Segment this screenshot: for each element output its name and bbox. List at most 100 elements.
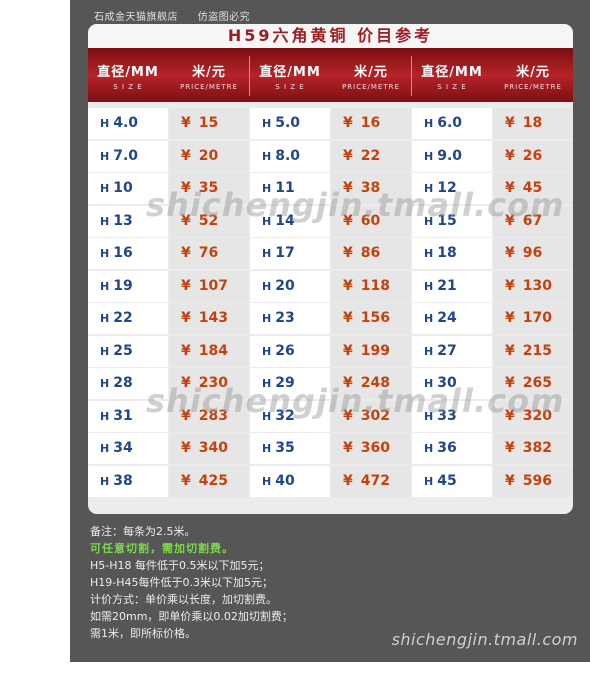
size-value: 26	[275, 342, 295, 359]
note-line: 可任意切割，需加切割费。	[90, 542, 234, 555]
size-prefix: H	[262, 409, 272, 423]
size-header-label: 直径/MM	[97, 65, 159, 80]
currency-symbol: ¥	[343, 147, 353, 164]
size-value: 34	[113, 440, 133, 456]
size-prefix: H	[424, 279, 434, 293]
size-cell: H 32	[250, 400, 330, 432]
size-prefix: H	[100, 312, 110, 325]
size-prefix: H	[424, 377, 434, 390]
note-line: H5-H18 每件低于0.5米以下加5元；	[90, 559, 270, 572]
size-prefix: H	[424, 474, 434, 488]
size-value: 10	[113, 180, 133, 196]
currency-symbol: ¥	[505, 440, 515, 456]
price-cell: ¥382	[493, 433, 573, 464]
price-cell: ¥76	[169, 238, 249, 269]
size-value: 19	[113, 277, 133, 294]
price-table: H 4.0 ¥15 H 5.0 ¥16 H 6.0 ¥18 H 7.0 ¥20 H 8.0 ¥22 H 9.0 ¥…	[88, 108, 573, 498]
currency-symbol: ¥	[505, 147, 515, 164]
price-cell: ¥16	[331, 108, 411, 139]
header-separator	[249, 56, 250, 96]
size-value: 40	[275, 472, 295, 489]
size-cell: H 5.0	[250, 108, 330, 139]
size-header-sub: S I Z E	[437, 83, 467, 91]
size-prefix: H	[100, 442, 110, 455]
currency-symbol: ¥	[505, 180, 515, 196]
currency-symbol: ¥	[343, 342, 353, 359]
size-cell: H 30	[412, 368, 492, 399]
size-header-sub: S I Z E	[275, 83, 305, 91]
price-value: 45	[522, 180, 543, 196]
notes: 备注：每条为2.5米。可任意切割，需加切割费。 H5-H18 每件低于0.5米以下…	[90, 523, 293, 642]
currency-symbol: ¥	[505, 375, 515, 391]
size-prefix: H	[262, 442, 272, 455]
price-cell: ¥230	[169, 368, 249, 399]
currency-symbol: ¥	[343, 375, 353, 391]
size-prefix: H	[100, 247, 110, 260]
size-cell: H 6.0	[412, 108, 492, 139]
price-header-label: 米/元	[192, 65, 226, 80]
size-header-2: 直径/MM S I Z E	[250, 48, 330, 102]
size-prefix: H	[100, 474, 110, 488]
note-line: 备注：每条为2.5米。	[90, 525, 196, 538]
size-header-3: 直径/MM S I Z E	[412, 48, 492, 102]
currency-symbol: ¥	[343, 245, 353, 261]
size-prefix: H	[100, 344, 110, 358]
price-value: 302	[360, 407, 390, 424]
price-value: 16	[360, 115, 381, 131]
price-value: 215	[522, 342, 552, 359]
price-cell: ¥18	[493, 108, 573, 139]
currency-symbol: ¥	[505, 212, 515, 229]
size-cell: H 36	[412, 433, 492, 464]
price-cell: ¥596	[493, 465, 573, 497]
size-prefix: H	[424, 117, 434, 130]
size-cell: H 40	[250, 465, 330, 497]
size-prefix: H	[424, 149, 434, 163]
price-cell: ¥130	[493, 270, 573, 302]
price-cell: ¥360	[331, 433, 411, 464]
size-value: 38	[113, 472, 133, 489]
watermark-bottom: shichengjin.tmall.com	[146, 382, 565, 420]
currency-symbol: ¥	[181, 147, 191, 164]
size-value: 11	[275, 180, 295, 196]
price-value: 20	[198, 147, 219, 164]
anti-copy-warning: 仿盗图必究	[197, 12, 251, 23]
size-prefix: H	[100, 117, 110, 130]
size-prefix: H	[262, 474, 272, 488]
size-prefix: H	[262, 149, 272, 163]
size-prefix: H	[424, 182, 434, 195]
price-header-2: 米/元 PRICE/METRE	[331, 48, 411, 102]
currency-symbol: ¥	[181, 472, 191, 489]
price-cell: ¥425	[169, 465, 249, 497]
table-row: H 4.0 ¥15 H 5.0 ¥16 H 6.0 ¥18	[88, 108, 573, 141]
size-cell: H 25	[88, 335, 168, 367]
price-header-label: 米/元	[516, 65, 550, 80]
size-header-sub: S I Z E	[113, 83, 143, 91]
price-cell: ¥118	[331, 270, 411, 302]
table-header: 直径/MM S I Z E 米/元 PRICE/METRE 直径/MM S I Z E 米/…	[88, 48, 573, 102]
price-panel: 石成金天猫旗舰店 仿盗图必究 H59六角黄铜 价目参考 直径/MM S I Z E…	[70, 0, 590, 662]
page-title: H59六角黄铜 价目参考	[88, 24, 573, 48]
store-name: 石成金天猫旗舰店	[94, 12, 178, 23]
size-value: 14	[275, 212, 295, 229]
price-cell: ¥67	[493, 205, 573, 237]
size-cell: H 4.0	[88, 108, 168, 139]
note-line: 如需20mm，即单价乘以0.02加切割费；	[90, 610, 293, 623]
price-cell: ¥340	[169, 433, 249, 464]
price-cell: ¥215	[493, 335, 573, 367]
price-cell: ¥156	[331, 303, 411, 334]
size-prefix: H	[100, 182, 110, 195]
table-row: H 28 ¥230 H 29 ¥248 H 30 ¥265	[88, 368, 573, 401]
currency-symbol: ¥	[343, 310, 353, 326]
size-cell: H 20	[250, 270, 330, 302]
price-header-sub: PRICE/METRE	[342, 83, 400, 91]
price-cell: ¥320	[493, 400, 573, 432]
size-cell: H 35	[250, 433, 330, 464]
size-prefix: H	[424, 312, 434, 325]
currency-symbol: ¥	[505, 245, 515, 261]
size-value: 4.0	[113, 115, 139, 131]
price-cell: ¥96	[493, 238, 573, 269]
price-value: 156	[360, 310, 390, 326]
table-row: H 10 ¥35 H 11 ¥38 H 12 ¥45	[88, 173, 573, 206]
size-cell: H 15	[412, 205, 492, 237]
size-prefix: H	[424, 409, 434, 423]
